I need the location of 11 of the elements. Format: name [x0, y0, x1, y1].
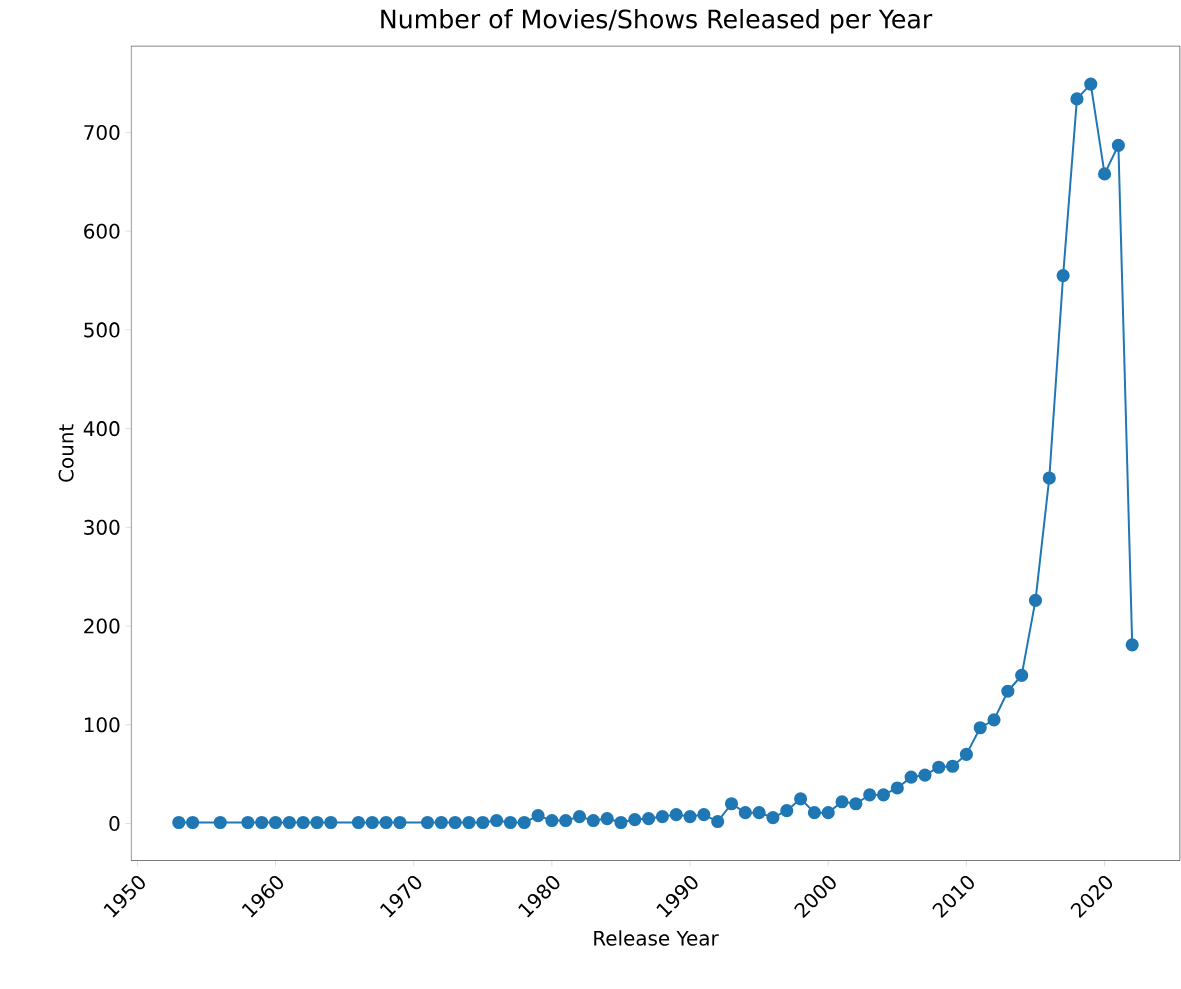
y-axis-title: Count	[58, 424, 74, 482]
y-tick-label: 200	[84, 618, 120, 634]
chart-title: Number of Movies/Shows Released per Year	[381, 9, 933, 34]
y-tick-label: 500	[84, 322, 120, 338]
y-tick-label: 700	[84, 124, 120, 141]
y-tick-label: 600	[84, 223, 120, 239]
y-tick-label: 100	[84, 717, 120, 733]
y-tick-label: 0	[109, 815, 120, 832]
y-tick-label: 400	[83, 421, 120, 437]
x-axis-title: Release Year	[594, 930, 719, 946]
y-tick-label: 300	[84, 519, 120, 535]
